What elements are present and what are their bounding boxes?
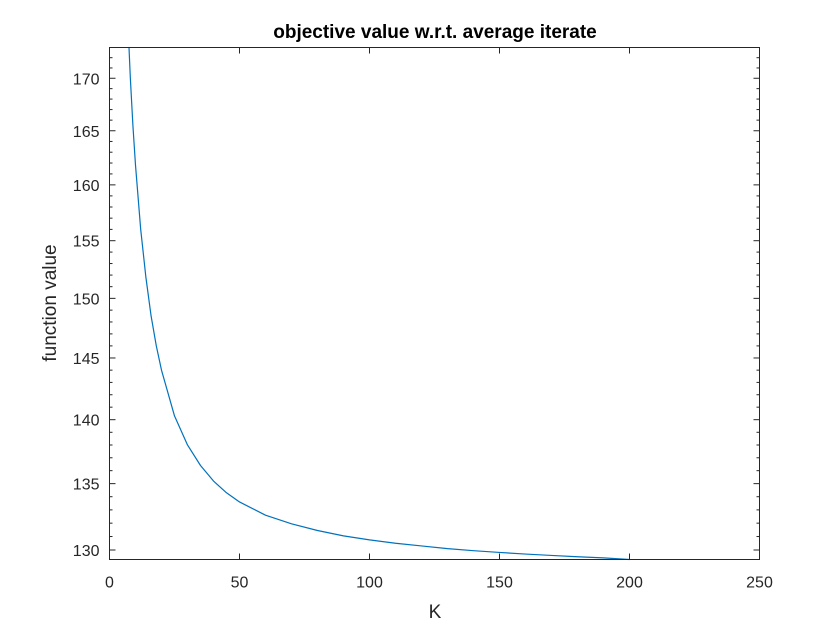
series-line-0 [128, 46, 631, 561]
x-tick-label: 200 [616, 575, 643, 592]
y-axis: 130 135 140 145 150 155 160 165 170 [73, 47, 760, 560]
y-tick-label: 165 [73, 124, 100, 141]
x-tick-label: 150 [486, 575, 513, 592]
series-layer [128, 46, 631, 561]
y-tick-label: 145 [73, 351, 100, 368]
y-tick-label: 135 [73, 477, 100, 494]
y-tick-label: 170 [73, 71, 100, 88]
x-tick-label: 50 [231, 575, 249, 592]
x-axis: 0 50 100 150 200 250 [105, 47, 773, 592]
y-tick-label: 130 [73, 543, 100, 560]
x-tick-label: 0 [105, 575, 114, 592]
x-tick-label: 100 [356, 575, 383, 592]
plot-area [109, 47, 760, 560]
y-tick-label: 140 [73, 413, 100, 430]
chart-title: objective value w.r.t. average iterate [273, 22, 597, 43]
y-tick-label: 160 [73, 178, 100, 195]
plot-frame [109, 47, 760, 560]
y-tick-label: 150 [73, 291, 100, 308]
y-tick-label: 155 [73, 234, 100, 251]
y-axis-label: function value [40, 244, 61, 361]
x-tick-label: 250 [746, 575, 773, 592]
x-axis-label: K [429, 602, 442, 623]
